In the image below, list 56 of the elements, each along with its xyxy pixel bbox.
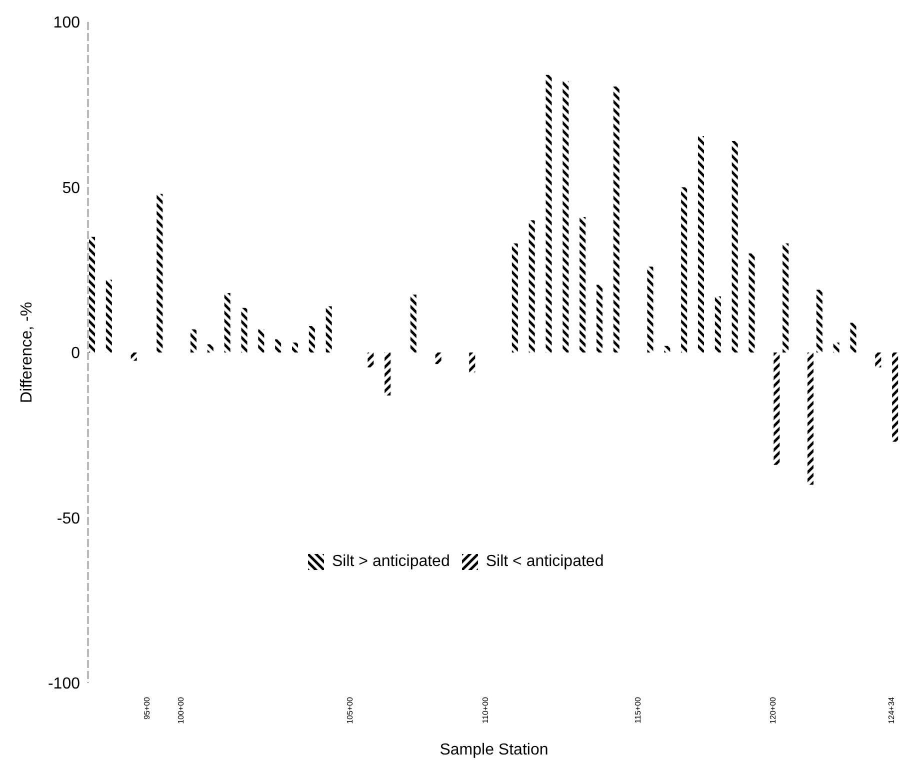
- bar: [808, 352, 814, 485]
- bar: [892, 352, 898, 442]
- y-tick-label: -50: [56, 510, 80, 528]
- x-axis-title: Sample Station: [440, 741, 548, 758]
- bar: [580, 216, 586, 352]
- bar: [190, 329, 196, 352]
- legend-label: Silt < anticipated: [486, 553, 604, 571]
- bar: [258, 329, 264, 352]
- bar: [89, 236, 95, 352]
- bar: [833, 342, 840, 352]
- bar: [384, 352, 391, 396]
- x-tick-label: 105+00: [346, 696, 355, 724]
- bar: [308, 326, 315, 352]
- bar: [435, 352, 442, 364]
- x-tick-label: 100+00: [176, 696, 186, 724]
- bar: [368, 352, 374, 368]
- x-tick-label: 124+34: [887, 696, 896, 724]
- bar: [275, 339, 282, 352]
- bar: [528, 220, 535, 352]
- bar: [469, 352, 476, 372]
- bar: [748, 253, 755, 352]
- bar: [207, 344, 214, 352]
- bar: [782, 243, 789, 352]
- bar: [647, 266, 654, 352]
- bar: [698, 136, 704, 352]
- bar: [241, 308, 248, 352]
- y-tick-label: 0: [71, 345, 80, 362]
- bar: [875, 352, 882, 368]
- bar: [816, 290, 822, 352]
- y-tick-label: 100: [53, 14, 80, 32]
- y-tick-label: -100: [48, 676, 80, 693]
- legend-label: Silt > anticipated: [332, 553, 450, 571]
- y-tick-label: 50: [62, 180, 80, 197]
- x-tick-label: 120+00: [768, 696, 778, 724]
- bar: [681, 187, 688, 352]
- x-tick-label: 95+00: [142, 696, 152, 720]
- bar: [774, 352, 780, 465]
- bar: [596, 284, 602, 352]
- bar: [156, 194, 163, 352]
- bar: [410, 294, 416, 352]
- bar: [664, 346, 670, 352]
- y-axis-title: Difference, -%: [18, 302, 36, 404]
- bar: [613, 86, 620, 352]
- bar: [850, 322, 856, 352]
- x-tick-label: 110+00: [481, 696, 490, 724]
- bar: [106, 280, 112, 352]
- bar: [292, 342, 298, 352]
- bar: [732, 140, 738, 352]
- bar: [130, 352, 137, 361]
- x-tick-label: 115+00: [633, 696, 642, 724]
- bar: [546, 74, 552, 352]
- bar: [714, 296, 721, 352]
- bar: [326, 306, 332, 352]
- bar: [562, 81, 569, 352]
- bar: [512, 243, 518, 352]
- bar: [224, 293, 230, 352]
